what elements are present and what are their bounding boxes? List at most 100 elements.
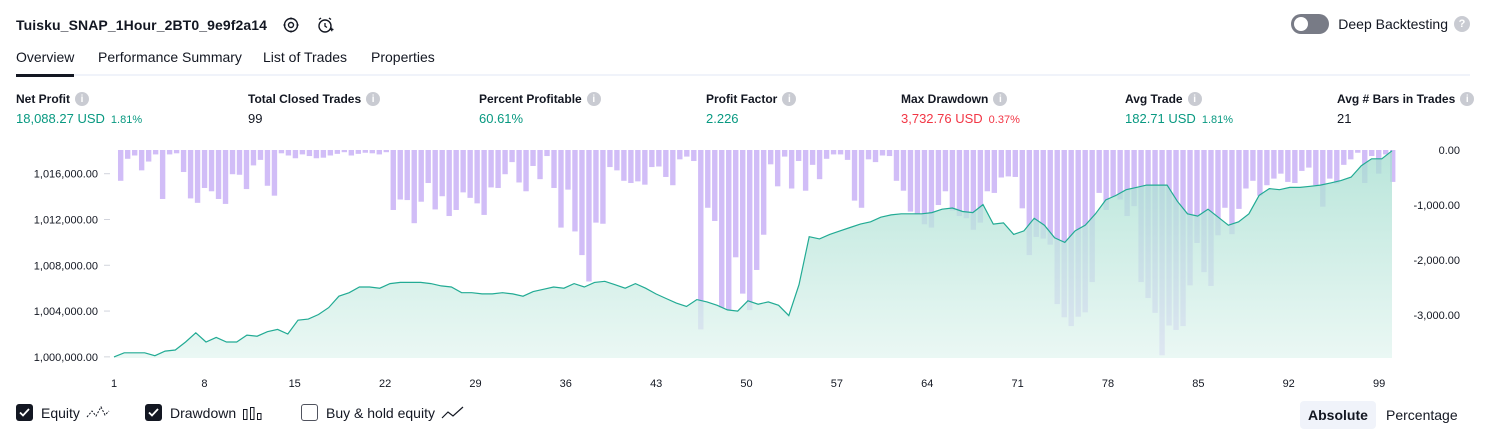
tab-performance-summary[interactable]: Performance Summary [98, 49, 242, 65]
drawdown-bar [145, 150, 152, 162]
drawdown-bar [124, 150, 131, 159]
gear-icon[interactable] [281, 15, 301, 35]
left-axis-tick: 1,016,000.00 [34, 169, 98, 181]
drawdown-bar [446, 150, 452, 217]
toggle-knob [1294, 17, 1309, 31]
drawdown-bar [1096, 150, 1102, 193]
drawdown-bar [830, 150, 837, 155]
drawdown-bar [572, 150, 578, 232]
drawdown-bar [1334, 150, 1340, 184]
x-axis-tick: 36 [560, 378, 572, 390]
strategy-header: Tuisku_SNAP_1Hour_2BT0_9e9f2a14 [16, 14, 335, 36]
deep-backtesting-toggle[interactable] [1291, 14, 1330, 34]
drawdown-bar [893, 150, 900, 181]
drawdown-bar [320, 150, 327, 158]
drawdown-bar [544, 150, 550, 157]
drawdown-bar [935, 150, 942, 206]
drawdown-bar [348, 150, 355, 156]
percentage-toggle[interactable]: Percentage [1386, 407, 1458, 423]
metric-value: 3,732.76 USD [901, 111, 983, 126]
left-axis-tick: 1,000,000.00 [34, 352, 98, 364]
drawdown-bar [313, 150, 320, 159]
buy-hold-line-icon [441, 405, 465, 421]
drawdown-bar [278, 150, 285, 154]
tab-properties[interactable]: Properties [371, 49, 435, 65]
info-icon[interactable]: i [1460, 92, 1475, 106]
metric-value: 2.226 [706, 111, 739, 126]
info-icon[interactable]: i [993, 92, 1008, 106]
tab-list-of-trades[interactable]: List of Trades [263, 49, 348, 65]
tab-overview[interactable]: Overview [16, 49, 75, 77]
info-icon[interactable]: i [586, 92, 601, 106]
drawdown-bar [117, 150, 124, 181]
x-axis-tick: 50 [740, 378, 752, 390]
x-axis-tick: 8 [201, 378, 207, 390]
question-mark-icon[interactable]: ? [1454, 16, 1470, 32]
drawdown-bar [250, 150, 257, 166]
left-axis-tick: 1,012,000.00 [34, 214, 98, 226]
drawdown-bar [1040, 150, 1046, 239]
equity-checkbox[interactable] [16, 404, 33, 421]
drawdown-bar [1369, 150, 1375, 157]
drawdown-bar [432, 150, 438, 210]
x-axis-tick: 92 [1283, 378, 1295, 390]
metric-value: 60.61% [479, 111, 524, 126]
alarm-clock-plus-icon[interactable] [315, 15, 335, 35]
drawdown-bar [509, 150, 515, 163]
drawdown-bar [844, 150, 851, 160]
drawdown-bar [467, 150, 473, 198]
drawdown-bar [334, 150, 341, 154]
legend-buy-hold-equity[interactable]: Buy & hold equity [301, 404, 465, 421]
drawdown-bar [740, 150, 746, 294]
metric-label: Max Drawdown [901, 92, 989, 106]
drawdown-bar [991, 150, 998, 193]
drawdown-bar [390, 150, 396, 210]
metric-percent: 1.81% [1201, 114, 1234, 126]
drawdown-bar [481, 150, 487, 215]
drawdown-bar [635, 150, 641, 182]
drawdown-bar [698, 150, 704, 330]
deep-backtesting: Deep Backtesting ? [1291, 14, 1470, 34]
drawdown-bar [215, 150, 222, 199]
drawdown-bar [208, 150, 215, 192]
drawdown-bar [579, 150, 585, 256]
drawdown-bar [159, 150, 166, 199]
drawdown-bar [537, 150, 543, 180]
x-axis-tick: 29 [469, 378, 481, 390]
absolute-toggle[interactable]: Absolute [1300, 401, 1376, 429]
info-icon[interactable]: i [366, 92, 381, 106]
drawdown-bar [1012, 150, 1018, 177]
drawdown-bar [474, 150, 480, 204]
drawdown-bar [1110, 150, 1116, 197]
drawdown-bar [1124, 150, 1130, 217]
drawdown-bar [502, 150, 508, 175]
drawdown-bar [530, 150, 536, 166]
drawdown-bar [453, 150, 459, 210]
drawdown-bar [1264, 150, 1270, 186]
drawdown-bar [998, 150, 1005, 178]
drawdown-bar [551, 150, 557, 188]
drawdown-bar [1222, 150, 1228, 208]
legend-drawdown[interactable]: Drawdown [145, 404, 264, 421]
drawdown-bar [516, 150, 522, 183]
drawdown-bar [921, 150, 928, 225]
drawdown-bar [1054, 150, 1060, 305]
info-icon[interactable]: i [782, 92, 797, 106]
info-icon[interactable]: i [75, 92, 89, 106]
drawdown-bar [1285, 150, 1291, 182]
drawdown-bar [774, 150, 781, 187]
drawdown-bar [949, 150, 956, 211]
equity-drawdown-chart[interactable]: 1,000,000.00 1,004,000.00 1,008,000.00 1,01… [0, 140, 1486, 398]
drawdown-checkbox[interactable] [145, 404, 162, 421]
info-icon[interactable]: i [1187, 92, 1202, 106]
drawdown-bar [593, 150, 599, 223]
drawdown-bar [362, 150, 368, 153]
drawdown-bar [460, 150, 466, 193]
drawdown-bar [726, 150, 732, 310]
buy-hold-checkbox[interactable] [301, 404, 318, 421]
drawdown-bar [495, 150, 501, 188]
drawdown-bar [187, 150, 194, 199]
drawdown-bar [802, 150, 809, 191]
metric-label: Percent Profitable [479, 92, 582, 106]
legend-equity[interactable]: Equity [16, 404, 110, 421]
